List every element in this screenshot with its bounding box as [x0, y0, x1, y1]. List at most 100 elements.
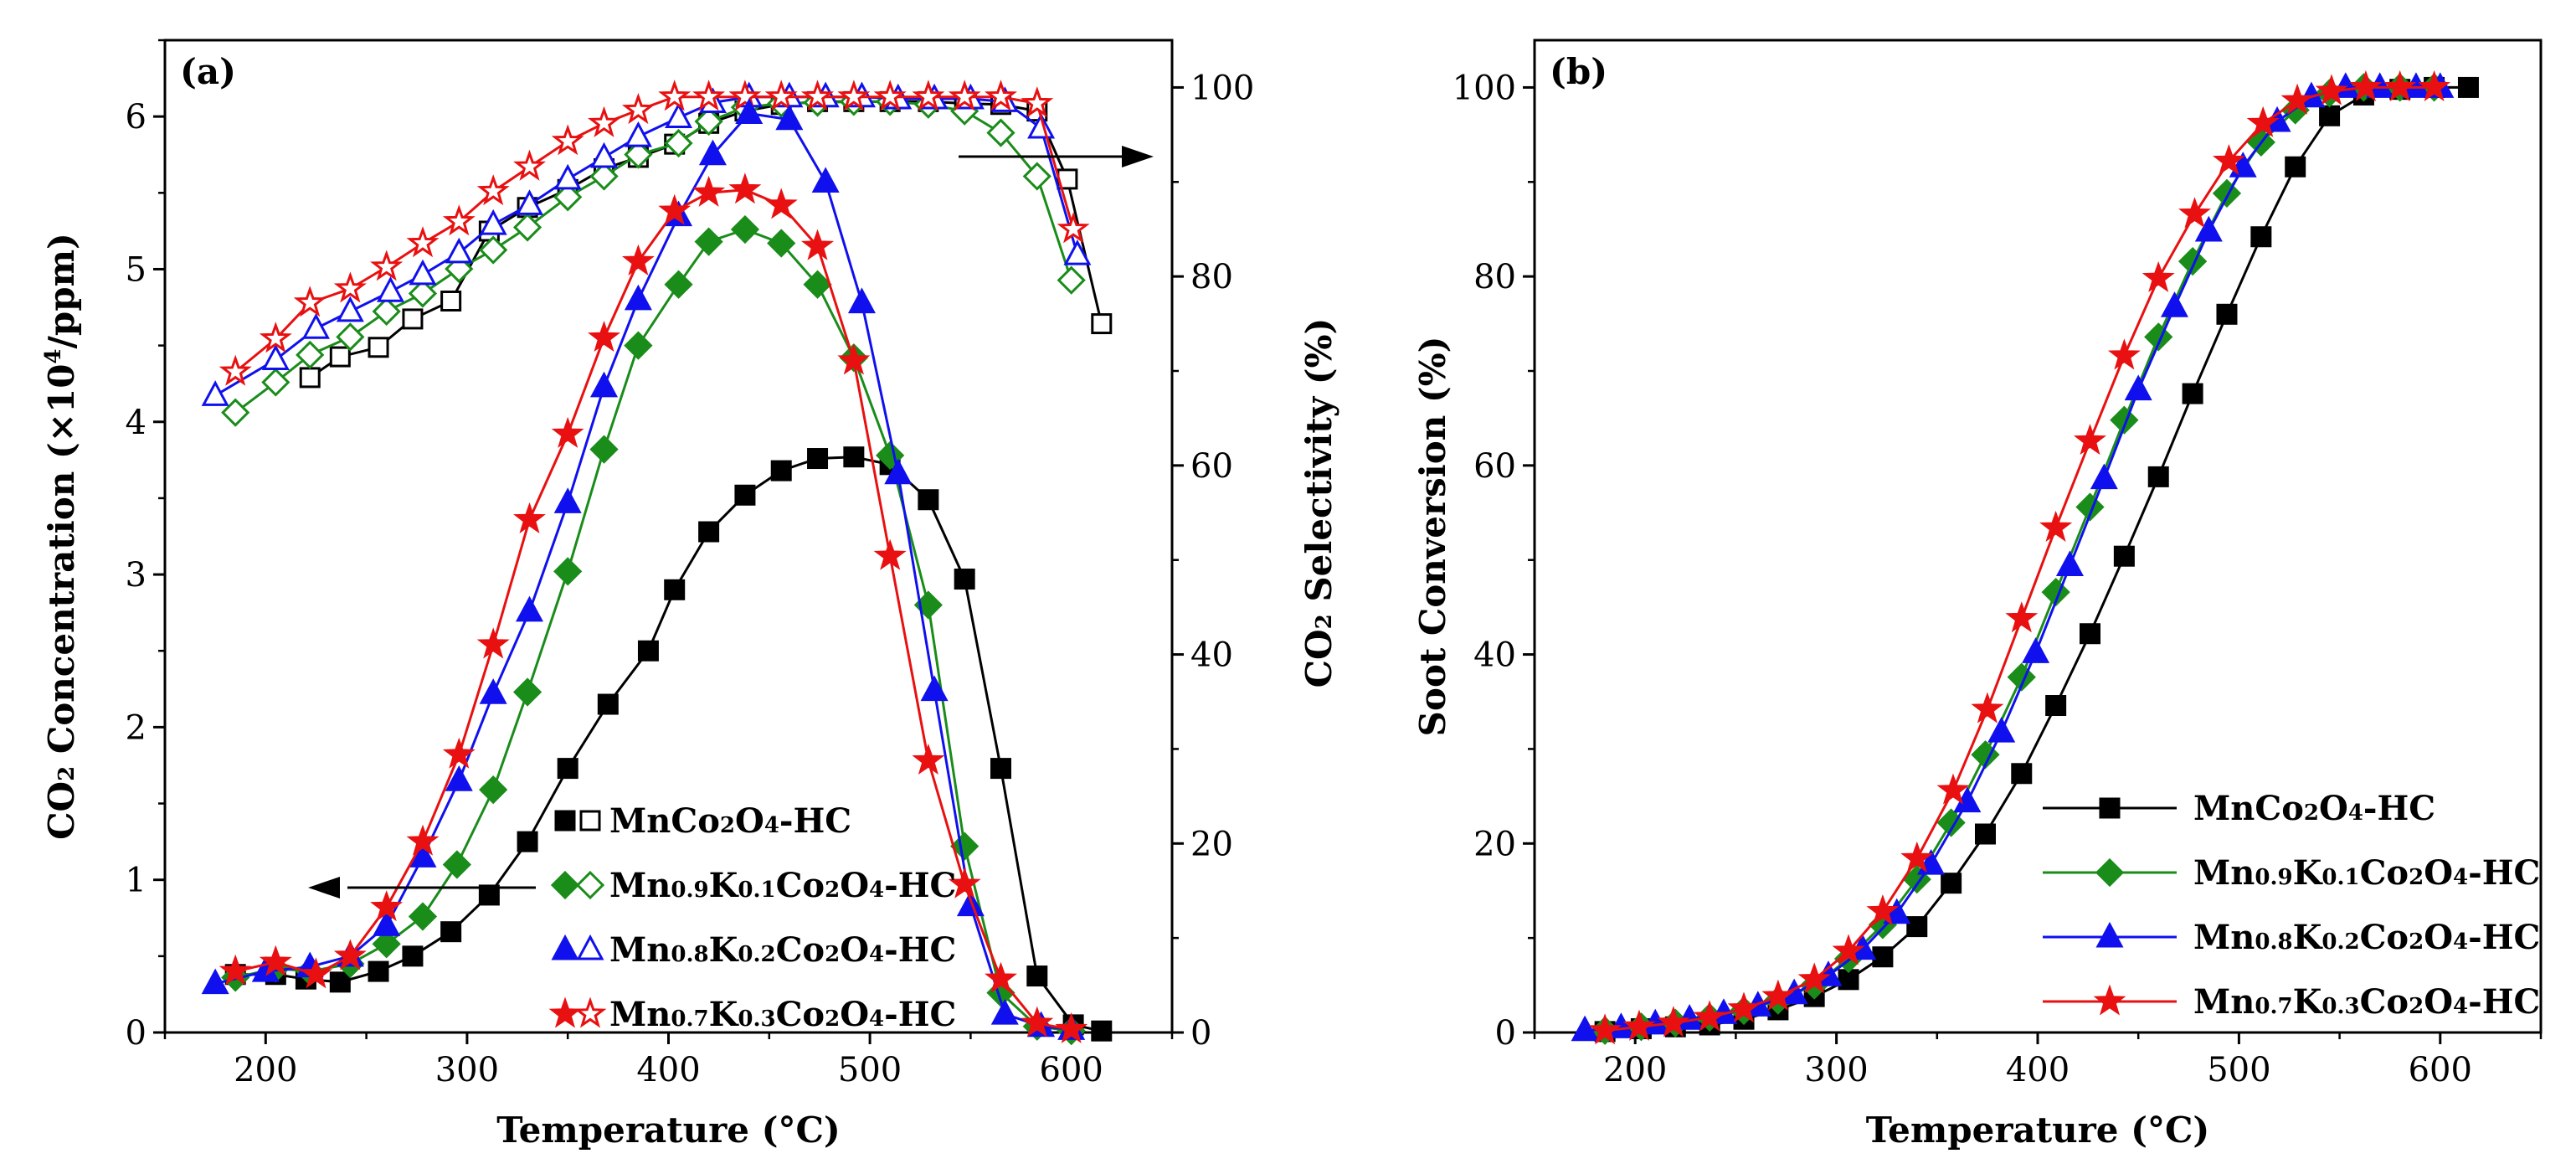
a-concentration-series-2-point: [847, 287, 876, 314]
a-concentration-series-3-point: [621, 244, 655, 275]
a-concentration-series-0-point: [918, 489, 939, 511]
a-concentration-series-3-point: [513, 502, 546, 534]
b-series-3-point: [1797, 962, 1831, 994]
a-selectivity-series-3-point: [406, 226, 440, 258]
a-concentration-series-2-point: [515, 595, 543, 622]
b-y-tick-label: 60: [1473, 447, 1516, 486]
b-series-3-point: [2074, 423, 2106, 456]
a-concentration-series-2-point: [624, 284, 652, 311]
a-selectivity-series-2-point: [409, 259, 437, 286]
b-legend-marker: [2093, 984, 2126, 1016]
a-selectivity-series-3-point: [442, 204, 476, 236]
a-concentration-series-2-point: [553, 487, 582, 513]
a-y-tick-label: 6: [126, 98, 147, 136]
b-series-0-point: [1941, 873, 1962, 894]
a-concentration-series-3-point: [912, 744, 945, 775]
a-concentration-series-3-point: [259, 945, 292, 976]
a-concentration-series-0-point: [517, 831, 538, 852]
a-selectivity-series-3-point: [588, 106, 620, 137]
a-selectivity-series-3-point: [837, 80, 871, 111]
a-concentration-series-3-point: [442, 737, 476, 769]
b-series-1-point: [2110, 405, 2139, 435]
a-concentration-series-3-point: [692, 175, 726, 207]
a-selectivity-series-3-point: [948, 80, 981, 111]
a-concentration-series-2-point: [479, 678, 507, 704]
a-y2-tick-label: 60: [1190, 447, 1233, 486]
a-y-tick-label: 4: [126, 404, 147, 442]
a-selectivity-series-2-point: [336, 296, 364, 322]
a-concentration-series-1-point: [694, 227, 723, 256]
a-concentration-series-1-point: [767, 229, 796, 258]
b-legend-marker: [2099, 797, 2121, 819]
b-legend-label: Mn0.7K0.3Co2O4-HC: [2193, 982, 2540, 1022]
b-legend-label: Mn0.9K0.1Co2O4-HC: [2193, 853, 2540, 893]
a-concentration-series-1-point: [589, 435, 619, 464]
a-concentration-series-3-point: [370, 890, 404, 922]
b-series-1-point: [1902, 865, 1931, 894]
a-selectivity-series-3-point: [800, 80, 835, 111]
a-concentration-series-0-point: [478, 884, 500, 906]
a-concentration-series-3-point: [333, 939, 367, 971]
a-concentration-series-0-point: [734, 484, 756, 506]
a-concentration-series-2-point: [698, 139, 727, 166]
b-series-3-point: [2107, 338, 2141, 370]
a-selectivity-series-3-point: [259, 322, 292, 353]
b-series-2-point: [2055, 550, 2084, 576]
a-selectivity-series-3-point: [551, 124, 584, 156]
a-concentration-series-1-point: [876, 440, 905, 470]
a-concentration-series-0-point: [1091, 1020, 1113, 1042]
a-legend: MnCo2O4-HC Mn0.9K0.1Co2O4-HC Mn0.8K0.2Co2O…: [548, 801, 956, 1034]
b-x-tick-label: 400: [2006, 1051, 2070, 1089]
a-selectivity-series-3-point: [873, 80, 907, 111]
a-selectivity-series-1-point: [986, 118, 1015, 147]
a-selectivity-series-3-point: [985, 80, 1017, 111]
a-selectivity-series-1-point: [372, 296, 401, 327]
a-selectivity-series-3-point: [219, 354, 252, 386]
b-series-0-point: [1906, 916, 1928, 938]
a-concentration-series-3-point: [948, 867, 981, 899]
a-y2-axis-title: CO2 Selectivity (%): [1298, 318, 1339, 688]
a-concentration-series-0-point: [597, 693, 619, 715]
a-selectivity-series-2-point: [376, 276, 404, 302]
a-legend-marker-filled: [554, 810, 576, 832]
a-selectivity-series-2-point: [445, 237, 473, 264]
a-selectivity-series-3-point: [1021, 86, 1054, 118]
b-y-tick-label: 80: [1473, 258, 1516, 296]
a-concentration-series-3-point: [551, 416, 584, 448]
b-series-3-point: [2418, 70, 2451, 102]
a-concentration-series-2-point: [589, 371, 619, 398]
a-y2-tick-label: 0: [1190, 1014, 1211, 1053]
a-concentration-series-0-point: [1026, 965, 1048, 987]
b-series-0-point: [2285, 156, 2306, 178]
b-series-3-point: [1657, 1006, 1690, 1038]
a-selectivity-series-0-point: [440, 290, 462, 312]
a-concentration-series-0-point: [770, 460, 792, 481]
a-selectivity-series-0-point: [329, 346, 351, 368]
b-series-1-point: [2144, 322, 2173, 352]
b-series-0-point: [1974, 823, 1996, 845]
a-selectivity-series-2-point: [553, 163, 582, 190]
a-legend-label: Mn0.9K0.1Co2O4-HC: [609, 866, 956, 905]
b-legend-label: Mn0.8K0.2Co2O4-HC: [2193, 918, 2540, 957]
a-y-tick-label: 3: [126, 556, 147, 595]
a-selectivity-series-1-point: [221, 398, 250, 427]
chart-b: 200 300 400 500 600 0 20 40 60 80 100 (b) Temperatur…: [1412, 39, 2543, 1151]
a-concentration-series-0-point: [990, 758, 1011, 780]
b-series-3-point: [1866, 893, 1900, 926]
a-selectivity-series-3-point: [764, 80, 798, 111]
a-concentration-series-2-point: [201, 968, 229, 995]
b-series-3-point: [1727, 991, 1761, 1023]
a-y-tick-label: 2: [126, 708, 147, 747]
a-selectivity-series-1-point: [553, 183, 583, 212]
a-selectivity-series-2-point: [1027, 112, 1056, 139]
b-series-3-point: [2315, 74, 2348, 106]
b-series-0-point: [2147, 466, 2169, 487]
a-concentration-series-2-point: [884, 458, 913, 485]
a-legend-marker-open: [573, 996, 607, 1028]
a-concentration-series-3-point: [764, 188, 798, 219]
a-legend-label: Mn0.7K0.3Co2O4-HC: [609, 995, 956, 1034]
a-concentration-series-2-point: [409, 842, 437, 868]
a-selectivity-series-1-point: [624, 140, 653, 169]
a-y-tick-label: 0: [126, 1014, 147, 1053]
a-selectivity-series-0-point: [299, 367, 321, 389]
